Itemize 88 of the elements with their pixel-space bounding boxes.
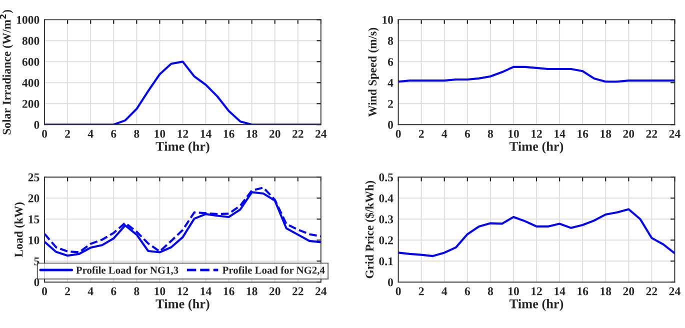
x-tick-label: 20 — [269, 130, 280, 138]
y-tick-label: 4 — [388, 78, 394, 87]
x-tick-label: 16 — [224, 130, 234, 138]
y-tick-label: 8 — [388, 36, 394, 45]
x-tick-label: 12 — [532, 130, 542, 138]
x-tick-label: 8 — [134, 287, 140, 296]
x-tick-label: 24 — [316, 287, 327, 296]
x-axis-title: Time (hr) — [510, 299, 564, 311]
x-tick-label: 2 — [65, 130, 70, 138]
y-tick-label: 0 — [388, 278, 394, 286]
x-tick-label: 16 — [224, 287, 234, 296]
x-axis-title: Time (hr) — [156, 142, 210, 154]
line-series — [398, 66, 675, 83]
x-tick-label: 4 — [88, 287, 94, 296]
y-axis-title: Wind Speed (m/s) — [368, 28, 379, 117]
y-tick-label: 0 — [34, 278, 40, 286]
x-tick-label: 14 — [200, 287, 212, 296]
x-tick-label: 6 — [464, 130, 470, 138]
x-tick-label: 10 — [154, 287, 166, 296]
y-tick-label: 20 — [28, 194, 40, 202]
legend-label: Profile Load for NG1,3 — [76, 266, 178, 276]
x-tick-label: 22 — [646, 287, 658, 296]
y-tick-label: 25 — [28, 173, 40, 182]
x-tick-label: 0 — [396, 287, 401, 296]
y-tick-label: 10 — [28, 236, 40, 244]
x-tick-label: 24 — [669, 130, 680, 138]
x-tick-label: 16 — [578, 130, 588, 138]
x-axis-title: Time (hr) — [156, 299, 210, 311]
x-tick-label: 14 — [554, 287, 566, 296]
x-tick-label: 16 — [578, 287, 588, 296]
y-tick-label: 200 — [22, 100, 40, 108]
x-tick-label: 6 — [111, 130, 116, 138]
y-tick-label: 0.2 — [379, 236, 393, 244]
y-tick-label: 0 — [34, 120, 40, 129]
x-tick-label: 8 — [488, 287, 494, 296]
line-series — [398, 208, 675, 258]
x-tick-label: 22 — [292, 130, 304, 138]
x-tick-label: 20 — [269, 287, 280, 296]
y-tick-label: 2 — [388, 100, 393, 108]
x-tick-label: 20 — [623, 287, 634, 296]
y-tick-label: 0 — [388, 120, 394, 129]
x-tick-label: 10 — [508, 287, 519, 296]
y-tick-label: 400 — [22, 78, 40, 87]
legend-label: Profile Load for NG2,4 — [222, 266, 325, 276]
x-tick-label: 8 — [488, 130, 494, 138]
y-tick-label: 15 — [28, 215, 40, 224]
x-tick-label: 18 — [246, 287, 258, 296]
x-tick-label: 18 — [246, 130, 258, 138]
y-tick-label: 0.4 — [379, 194, 394, 202]
x-tick-label: 22 — [292, 287, 304, 296]
y-tick-label: 0.1 — [379, 257, 393, 266]
y-tick-label: 0.3 — [379, 215, 394, 224]
y-tick-label: 1000 — [17, 16, 40, 24]
y-axis-title: Grid Price ($/kWh) — [364, 180, 376, 278]
x-tick-label: 12 — [532, 287, 542, 296]
y-tick-label: 5 — [34, 257, 40, 266]
x-tick-label: 0 — [42, 130, 48, 138]
x-tick-label: 6 — [464, 287, 470, 296]
y-tick-label: 10 — [382, 16, 394, 24]
x-tick-label: 0 — [396, 130, 401, 138]
x-tick-label: 2 — [65, 287, 70, 296]
x-tick-label: 22 — [646, 130, 658, 138]
x-tick-label: 6 — [111, 287, 116, 296]
x-tick-label: 20 — [623, 130, 634, 138]
y-tick-label: 0.5 — [379, 173, 394, 182]
y-axis-title: Solar Irradiance (W/m$^{2}$) — [0, 10, 14, 134]
x-tick-label: 4 — [442, 287, 448, 296]
x-tick-label: 2 — [418, 130, 424, 138]
x-tick-label: 12 — [178, 130, 188, 138]
y-tick-label: 600 — [22, 58, 40, 66]
y-tick-label: 6 — [388, 58, 394, 66]
x-tick-label: 24 — [669, 287, 680, 296]
x-tick-label: 0 — [42, 287, 48, 296]
x-tick-label: 4 — [442, 130, 448, 138]
x-tick-label: 12 — [178, 287, 188, 296]
x-tick-label: 18 — [600, 130, 612, 138]
x-tick-label: 14 — [554, 130, 566, 138]
y-axis-title: Load (kW) — [14, 202, 26, 258]
x-tick-label: 24 — [316, 130, 327, 138]
x-tick-label: 10 — [154, 130, 166, 138]
x-tick-label: 18 — [600, 287, 612, 296]
y-tick-label: 800 — [22, 36, 40, 45]
x-tick-label: 2 — [418, 287, 424, 296]
x-tick-label: 10 — [508, 130, 519, 138]
x-axis-title: Time (hr) — [510, 142, 564, 154]
x-tick-label: 14 — [200, 130, 212, 138]
x-tick-label: 4 — [88, 130, 94, 138]
x-tick-label: 8 — [134, 130, 140, 138]
